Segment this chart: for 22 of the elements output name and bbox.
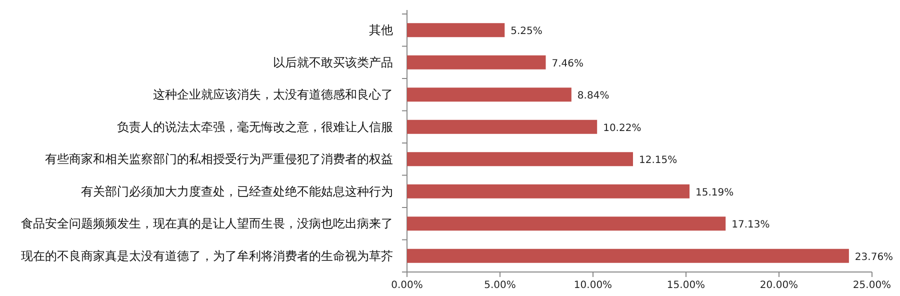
y-tick-label: 有关部门必须加大力度查处，已经查处绝不能姑息这种行为 (81, 184, 393, 198)
data-label: 15.19% (696, 187, 734, 198)
y-tick-label: 有些商家和相关监察部门的私相授受行为严重侵犯了消费者的权益 (45, 152, 393, 166)
data-label: 5.25% (510, 26, 542, 38)
x-tick-label: 0.00% (391, 280, 423, 291)
data-label: 23.76% (854, 252, 894, 263)
x-tick-label: 10.00% (574, 280, 612, 291)
y-tick-label: 食品安全问题频频发生，现在真的是让人望而生畏，没病也吃出病来了 (21, 216, 393, 231)
data-label: 8.84% (577, 90, 610, 102)
y-tick-label: 负责人的说法太牵强，毫无悔改之意，很难让人信服 (117, 120, 393, 134)
data-label: 12.15% (638, 155, 678, 166)
x-tick-label: 15.00% (666, 280, 706, 291)
x-tick-label: 20.00% (760, 280, 798, 291)
y-tick-label: 以后就不敢买该类产品 (273, 55, 393, 70)
y-tick-label: 现在的不良商家真是太没有道德了，为了牟利将消费者的生命视为草芥 (21, 248, 393, 263)
data-label: 17.13% (732, 220, 770, 231)
x-tick-label: 5.00% (484, 280, 516, 291)
y-tick-label: 这种企业就应该消失，太没有道德感和良心了 (153, 88, 393, 102)
data-label: 10.22% (603, 122, 642, 134)
y-tick-label: 其他 (369, 23, 393, 38)
x-tick-label: 25.00% (852, 280, 892, 291)
data-label: 7.46% (552, 58, 584, 70)
